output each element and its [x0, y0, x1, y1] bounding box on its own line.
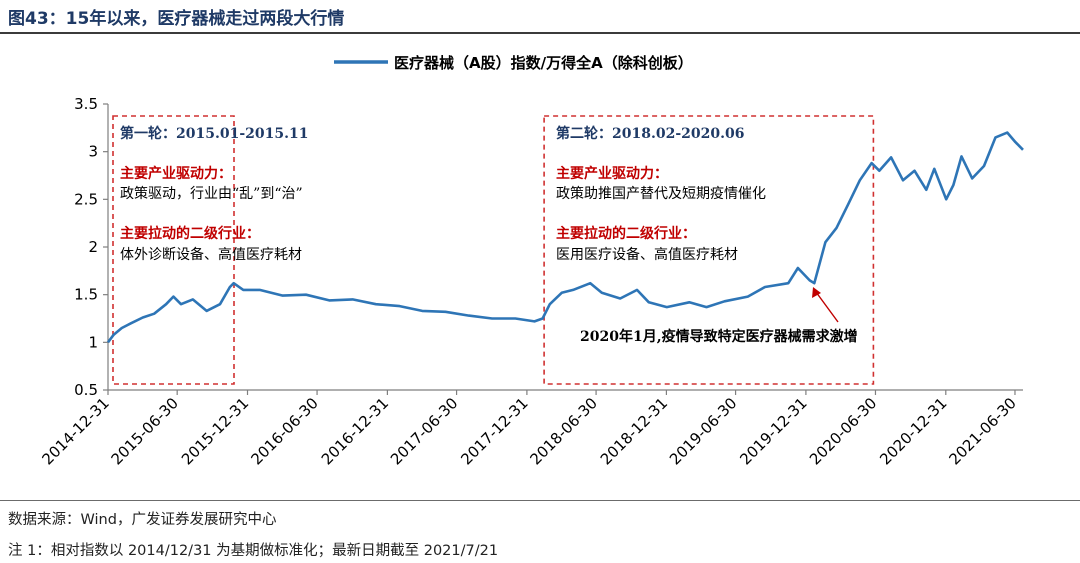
box1-sector-text: 体外诊断设备、高值医疗耗材	[120, 246, 302, 263]
series-line	[106, 131, 1024, 344]
x-tick-label: 2017-12-31	[457, 394, 531, 468]
x-tick-label: 2018-12-31	[597, 394, 671, 468]
x-tick-label: 2019-06-30	[666, 394, 740, 468]
title-divider	[0, 32, 1080, 34]
y-tick-label: 2.5	[74, 190, 98, 208]
box2-sector-label: 主要拉动的二级行业：	[556, 225, 696, 242]
y-tick-label: 0.5	[74, 381, 98, 399]
covid-arrowhead	[812, 287, 821, 298]
box2-heading: 第二轮：2018.02-2020.06	[556, 125, 744, 142]
x-tick-label: 2020-06-30	[806, 394, 880, 468]
x-tick-label: 2016-12-31	[318, 394, 392, 468]
legend-label: 医疗器械（A股）指数/万得全A（除科创板）	[394, 54, 693, 72]
box2-sector-text: 医用医疗设备、高值医疗耗材	[556, 246, 738, 263]
y-tick-label: 1.5	[74, 286, 98, 304]
source-note: 数据来源：Wind，广发证券发展研究中心	[8, 512, 277, 528]
box1-heading: 第一轮：2015.01-2015.11	[120, 125, 308, 142]
x-tick-label: 2021-06-30	[945, 394, 1019, 468]
box1-sector-label: 主要拉动的二级行业：	[120, 225, 260, 242]
box2-driver-label: 主要产业驱动力：	[556, 165, 668, 182]
x-tick-label: 2015-06-30	[108, 394, 182, 468]
x-tick-label: 2019-12-31	[736, 394, 810, 468]
footer-divider	[0, 500, 1080, 501]
box1-driver-text: 政策驱动，行业由“乱”到“治”	[120, 185, 303, 202]
x-tick-label: 2017-06-30	[387, 394, 461, 468]
covid-note: 2020年1月,疫情导致特定医疗器械需求激增	[580, 328, 858, 345]
y-tick-label: 1	[88, 333, 98, 351]
x-tick-label: 2020-12-31	[876, 394, 950, 468]
x-tick-label: 2014-12-31	[38, 394, 112, 468]
footnote: 注 1：相对指数以 2014/12/31 为基期做标准化；最新日期截至 2021…	[8, 543, 499, 559]
x-tick-label: 2016-06-30	[248, 394, 322, 468]
y-tick-label: 3	[88, 143, 98, 161]
first-wave-box	[112, 115, 235, 385]
y-tick-label: 2	[88, 238, 98, 256]
second-wave-box	[543, 115, 875, 385]
y-tick-label: 3.5	[74, 95, 98, 113]
x-tick-label: 2015-12-31	[178, 394, 252, 468]
covid-arrow	[815, 291, 839, 323]
figure-title: 图43：15年以来，医疗器械走过两段大行情	[8, 9, 345, 29]
box1-driver-label: 主要产业驱动力：	[120, 165, 232, 182]
x-tick-label: 2018-06-30	[527, 394, 601, 468]
box2-driver-text: 政策助推国产替代及短期疫情催化	[556, 185, 766, 202]
chart-canvas: 医疗器械（A股）指数/万得全A（除科创板） 0.5 1 1.5 2 2.5 3 3.5 20…	[38, 54, 1024, 468]
